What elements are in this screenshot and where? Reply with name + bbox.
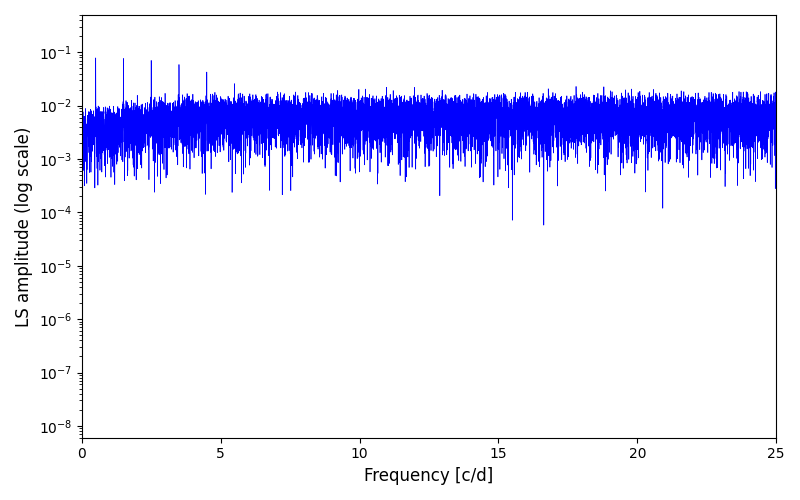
X-axis label: Frequency [c/d]: Frequency [c/d] [364,467,494,485]
Y-axis label: LS amplitude (log scale): LS amplitude (log scale) [15,126,33,326]
